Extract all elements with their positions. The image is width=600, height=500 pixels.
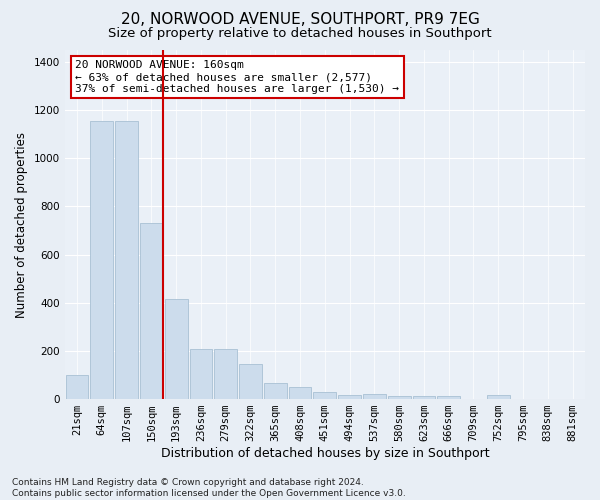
Bar bbox=[91, 121, 113, 399]
Bar bbox=[214, 348, 237, 399]
Y-axis label: Number of detached properties: Number of detached properties bbox=[15, 132, 28, 318]
Bar bbox=[388, 396, 410, 399]
Text: 20 NORWOOD AVENUE: 160sqm
← 63% of detached houses are smaller (2,577)
37% of se: 20 NORWOOD AVENUE: 160sqm ← 63% of detac… bbox=[75, 60, 399, 94]
Bar bbox=[65, 375, 88, 399]
X-axis label: Distribution of detached houses by size in Southport: Distribution of detached houses by size … bbox=[161, 447, 489, 460]
Bar bbox=[487, 396, 509, 399]
Bar bbox=[413, 396, 436, 399]
Bar bbox=[338, 394, 361, 399]
Bar bbox=[264, 382, 287, 399]
Text: 20, NORWOOD AVENUE, SOUTHPORT, PR9 7EG: 20, NORWOOD AVENUE, SOUTHPORT, PR9 7EG bbox=[121, 12, 479, 28]
Bar bbox=[115, 121, 138, 399]
Bar bbox=[190, 348, 212, 399]
Text: Contains HM Land Registry data © Crown copyright and database right 2024.
Contai: Contains HM Land Registry data © Crown c… bbox=[12, 478, 406, 498]
Bar bbox=[313, 392, 336, 399]
Bar bbox=[437, 396, 460, 399]
Bar bbox=[239, 364, 262, 399]
Bar bbox=[363, 394, 386, 399]
Bar bbox=[165, 299, 188, 399]
Bar bbox=[140, 224, 163, 399]
Text: Size of property relative to detached houses in Southport: Size of property relative to detached ho… bbox=[108, 28, 492, 40]
Bar bbox=[289, 387, 311, 399]
